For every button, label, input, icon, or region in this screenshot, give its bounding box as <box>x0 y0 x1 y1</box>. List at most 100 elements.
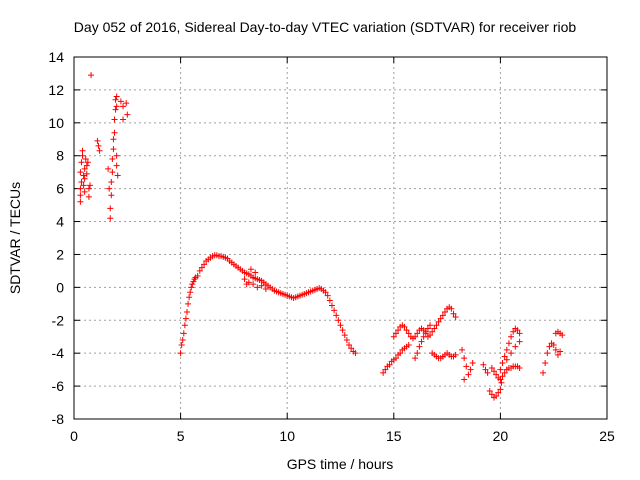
data-point <box>79 147 86 154</box>
data-point <box>420 333 427 340</box>
data-point <box>412 355 419 362</box>
data-point <box>405 330 412 337</box>
data-point <box>194 272 201 279</box>
data-point <box>343 337 350 344</box>
x-axis-label: GPS time / hours <box>287 456 394 472</box>
data-point <box>124 111 131 118</box>
data-point <box>106 185 113 192</box>
data-point <box>395 327 402 334</box>
data-point <box>335 317 342 324</box>
data-point <box>123 100 130 107</box>
data-point <box>262 286 269 293</box>
data-point <box>392 355 399 362</box>
data-point <box>346 341 353 348</box>
data-point <box>435 318 442 325</box>
tick-labels: 0 5 10 15 20 25 -8 -6 -4 -2 0 2 4 6 8 10 12 14 <box>48 49 615 444</box>
data-point <box>380 369 387 376</box>
data-point <box>554 351 561 358</box>
data-point <box>463 363 470 370</box>
data-point <box>83 162 90 169</box>
data-point <box>508 350 515 357</box>
data-point <box>412 333 419 340</box>
y-tick-label: -2 <box>52 312 65 328</box>
data-point <box>465 371 472 378</box>
data-point <box>112 106 119 113</box>
data-point <box>117 98 124 105</box>
x-tick-label: 20 <box>493 428 509 444</box>
data-point <box>557 348 564 355</box>
data-point <box>77 198 84 205</box>
data-point <box>196 267 203 274</box>
data-point <box>247 266 254 273</box>
data-point <box>427 322 434 329</box>
data-point <box>392 330 399 337</box>
data-point <box>503 356 510 363</box>
data-point <box>81 175 88 182</box>
data-point <box>427 332 434 339</box>
x-tick-label: 10 <box>279 428 295 444</box>
data-point <box>352 350 359 357</box>
data-point <box>414 350 421 357</box>
y-tick-label: 14 <box>48 49 64 65</box>
data-point <box>418 338 425 345</box>
data-point <box>331 307 338 314</box>
y-tick-label: 6 <box>56 181 64 197</box>
data-point <box>497 386 504 393</box>
data-point <box>339 327 346 334</box>
data-point <box>514 327 521 334</box>
data-point <box>107 215 114 222</box>
data-point <box>516 330 523 337</box>
data-point <box>322 289 329 296</box>
data-point <box>429 328 436 335</box>
data-point <box>544 350 551 357</box>
data-point <box>482 366 489 373</box>
data-point <box>88 72 95 79</box>
grid-lines <box>74 57 607 419</box>
data-point <box>499 373 506 380</box>
data-point <box>550 341 557 348</box>
data-point <box>113 162 120 169</box>
data-point <box>459 346 466 353</box>
data-point <box>181 322 188 329</box>
data-point <box>469 360 476 367</box>
data-point <box>501 353 508 360</box>
y-tick-label: -6 <box>52 378 65 394</box>
data-point <box>78 179 85 186</box>
data-point <box>499 360 506 367</box>
x-tick-label: 0 <box>70 428 78 444</box>
data-point <box>510 328 517 335</box>
y-tick-label: -8 <box>52 411 65 427</box>
data-point <box>241 276 248 283</box>
y-tick-label: 8 <box>56 148 64 164</box>
data-point <box>461 355 468 362</box>
data-point <box>326 297 333 304</box>
data-point <box>95 142 102 149</box>
data-point <box>448 305 455 312</box>
data-point <box>497 366 504 373</box>
data-point <box>81 188 88 195</box>
data-point <box>182 315 189 322</box>
data-point <box>414 330 421 337</box>
y-tick-label: 10 <box>48 115 64 131</box>
data-point <box>452 351 459 358</box>
data-points <box>77 72 566 401</box>
data-point <box>258 282 265 289</box>
data-point <box>501 369 508 376</box>
data-point <box>80 172 87 179</box>
data-point <box>486 388 493 395</box>
data-point <box>85 185 92 192</box>
data-point <box>111 116 118 123</box>
data-point <box>179 337 186 344</box>
data-point <box>542 360 549 367</box>
data-point <box>452 313 459 320</box>
data-point <box>77 192 84 199</box>
data-point <box>109 156 116 163</box>
data-point <box>397 350 404 357</box>
y-tick-label: 0 <box>56 279 64 295</box>
data-point <box>83 170 90 177</box>
data-point <box>498 379 505 386</box>
data-point <box>250 281 257 288</box>
data-point <box>177 350 184 357</box>
data-point <box>186 294 193 301</box>
